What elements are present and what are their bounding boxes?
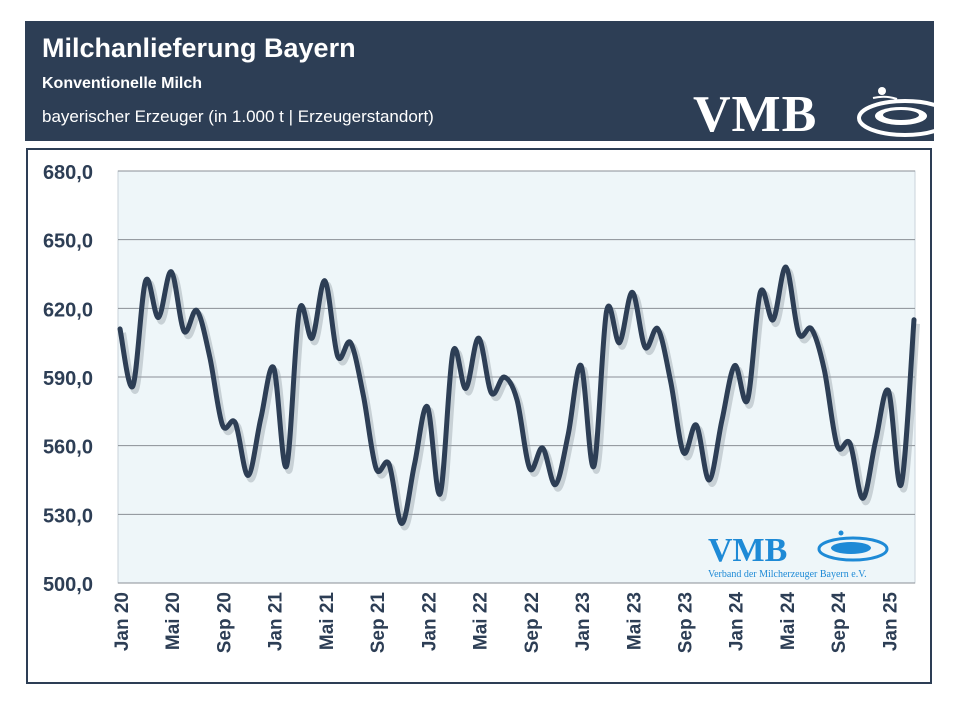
data-point	[401, 522, 403, 524]
x-tick-label: Mai 21	[317, 592, 338, 651]
x-tick-label: Jan 25	[880, 592, 901, 652]
data-point	[913, 319, 915, 321]
data-point	[452, 351, 454, 353]
vmb-watermark: VMB Verband der Milcherzeuger Bayern e.V…	[708, 530, 889, 580]
data-point	[311, 337, 313, 339]
x-tick-label: Mai 24	[778, 592, 799, 651]
data-point	[196, 310, 198, 312]
data-point	[836, 445, 838, 447]
data-point	[682, 452, 684, 454]
x-tick-label: Sep 22	[522, 592, 543, 653]
data-point	[785, 266, 787, 268]
data-point	[657, 328, 659, 330]
data-point	[157, 316, 159, 318]
data-point	[670, 381, 672, 383]
data-point	[132, 385, 134, 387]
x-tick-label: Mai 22	[471, 592, 492, 650]
data-point	[350, 342, 352, 344]
x-tick-label: Sep 23	[675, 592, 696, 653]
y-tick-label: 560,0	[43, 437, 93, 459]
data-point	[375, 468, 377, 470]
data-point	[324, 280, 326, 282]
data-point	[759, 291, 761, 293]
data-point	[900, 484, 902, 486]
grid-lines	[118, 170, 915, 584]
data-point	[298, 310, 300, 312]
data-point	[567, 433, 569, 435]
data-point	[337, 355, 339, 357]
data-point	[875, 440, 877, 442]
data-point	[554, 484, 556, 486]
watermark-logo-text: VMB	[708, 532, 787, 569]
data-point	[529, 468, 531, 470]
data-point	[798, 333, 800, 335]
data-point	[644, 346, 646, 348]
page-subtitle: Konventionelle Milch	[42, 75, 203, 92]
watermark-swirl-icon	[817, 536, 889, 562]
data-point	[285, 465, 287, 467]
y-axis-ticks: 500,0 530,0 560,0 590,0 620,0 650,0 680,0	[43, 162, 93, 596]
series-layer	[117, 264, 920, 531]
y-tick-label: 530,0	[43, 505, 93, 527]
data-point	[695, 424, 697, 426]
data-point	[260, 417, 262, 419]
data-point	[747, 399, 749, 401]
page-subtitle-units: bayerischer Erzeuger (in 1.000 t | Erzeu…	[42, 107, 434, 126]
x-tick-label: Jan 20	[112, 592, 133, 651]
y-tick-label: 500,0	[43, 574, 93, 596]
data-point	[580, 365, 582, 367]
page-title: Milchanlieferung Bayern	[42, 33, 356, 63]
data-point	[849, 442, 851, 444]
watermark-caption: Verband der Milcherzeuger Bayern e.V.	[708, 569, 867, 580]
vmb-logo-text: VMB	[693, 86, 818, 143]
data-point	[542, 447, 544, 449]
data-point	[721, 419, 723, 421]
data-point	[414, 463, 416, 465]
data-point	[465, 387, 467, 389]
data-point	[362, 394, 364, 396]
x-tick-label: Jan 21	[266, 592, 287, 652]
data-point	[221, 424, 223, 426]
y-tick-label: 590,0	[43, 368, 93, 390]
data-point	[887, 390, 889, 392]
data-point	[247, 474, 249, 476]
data-point	[618, 342, 620, 344]
data-point	[516, 399, 518, 401]
data-point	[490, 392, 492, 394]
x-tick-label: Mai 20	[163, 592, 184, 650]
data-point	[209, 355, 211, 357]
data-point	[170, 271, 172, 273]
x-tick-label: Mai 23	[624, 592, 645, 650]
y-tick-label: 680,0	[43, 162, 93, 184]
data-point	[593, 465, 595, 467]
x-tick-label: Jan 22	[419, 592, 440, 651]
data-point	[503, 376, 505, 378]
x-tick-label: Jan 24	[727, 592, 748, 652]
data-point	[145, 280, 147, 282]
data-point	[439, 493, 441, 495]
data-point	[478, 337, 480, 339]
data-point	[708, 479, 710, 481]
data-point	[862, 497, 864, 499]
data-point	[234, 422, 236, 424]
data-point	[823, 369, 825, 371]
data-point	[606, 310, 608, 312]
x-tick-label: Sep 24	[829, 592, 850, 654]
data-point	[273, 367, 275, 369]
data-point	[772, 319, 774, 321]
data-point	[183, 330, 185, 332]
y-tick-label: 650,0	[43, 231, 93, 253]
x-axis-ticks: Jan 20 Mai 20 Sep 20 Jan 21 Mai 21 Sep 21 Jan …	[112, 592, 901, 654]
data-point	[426, 406, 428, 408]
data-point	[811, 328, 813, 330]
data-point	[119, 328, 121, 330]
y-tick-label: 620,0	[43, 299, 93, 321]
data-point	[734, 365, 736, 367]
data-point	[631, 291, 633, 293]
data-point	[388, 463, 390, 465]
x-tick-label: Jan 23	[573, 592, 594, 651]
x-tick-label: Sep 20	[214, 592, 235, 653]
x-tick-label: Sep 21	[368, 592, 389, 654]
